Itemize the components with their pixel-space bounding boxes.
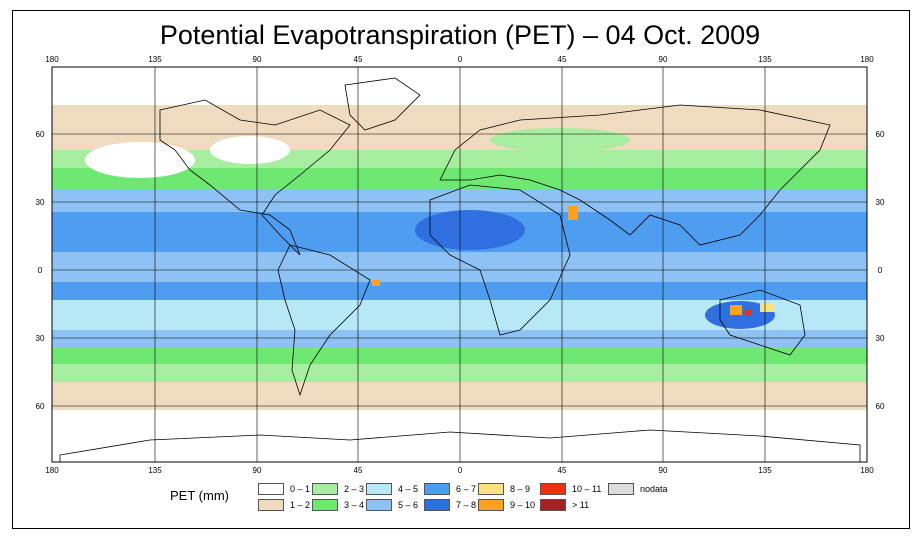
legend-label-3-4: 3 – 4	[344, 500, 364, 510]
left-lat-label: 30	[36, 198, 45, 207]
right-lat-label: 30	[876, 334, 885, 343]
legend-label-5-6: 5 – 6	[398, 500, 418, 510]
top-lon-label: 45	[558, 55, 567, 64]
patch-australia-8-9	[760, 303, 774, 312]
bottom-lon-label: 90	[253, 466, 262, 475]
legend-swatch-8-9	[478, 483, 504, 495]
bottom-lon-label: 45	[558, 466, 567, 475]
top-lon-label: 135	[148, 55, 162, 64]
legend-label-8-9: 8 – 9	[510, 484, 530, 494]
legend-label-2-3: 2 – 3	[344, 484, 364, 494]
right-lat-label: 60	[876, 402, 885, 411]
bottom-lon-label: 180	[860, 466, 874, 475]
bottom-lon-label: 135	[148, 466, 162, 475]
legend-title: PET (mm)	[170, 488, 229, 503]
legend-swatch-0-1	[258, 483, 284, 495]
legend-label-7-8: 7 – 8	[456, 500, 476, 510]
top-lon-label: 0	[458, 55, 463, 64]
legend-swatch-9-10	[478, 499, 504, 511]
right-lat-labels: 60 30 0 30 60	[876, 130, 885, 411]
patch-sahel-7-8	[415, 210, 525, 250]
band-south-3-4	[52, 348, 867, 364]
patch-arabia-9-10	[568, 206, 578, 220]
bottom-lon-label: 135	[758, 466, 772, 475]
legend-label-1-2: 1 – 2	[290, 500, 310, 510]
legend-swatch-5-6	[366, 499, 392, 511]
legend-swatch-10-11	[540, 483, 566, 495]
top-lon-label: 180	[860, 55, 874, 64]
band-north-5-6	[52, 190, 867, 212]
patch-siberia-1-2	[680, 121, 800, 149]
top-lon-label: 135	[758, 55, 772, 64]
right-lat-label: 60	[876, 130, 885, 139]
pet-world-map: 180 135 90 45 0 45 90 135 180 180 135 90…	[0, 0, 920, 539]
bottom-lon-label: 180	[45, 466, 59, 475]
patch-alaska-0-1	[85, 142, 195, 178]
legend-swatch-1-2	[258, 499, 284, 511]
legend-swatch-3-4	[312, 499, 338, 511]
legend-label-10-11: 10 – 11	[572, 484, 601, 494]
top-lon-label: 45	[354, 55, 363, 64]
legend-swatch-6-7	[424, 483, 450, 495]
legend-label-4-5: 4 – 5	[398, 484, 418, 494]
legend-label-9-10: 9 – 10	[510, 500, 535, 510]
top-lon-label: 90	[659, 55, 668, 64]
left-lat-label: 60	[36, 130, 45, 139]
legend-label-gt-11: > 11	[572, 500, 589, 510]
band-south-2-3	[52, 364, 867, 382]
patch-australia-10-11	[745, 310, 751, 315]
left-lat-label: 60	[36, 402, 45, 411]
band-equator-5-6	[52, 252, 867, 282]
patch-canada-0-1	[210, 136, 290, 164]
legend-label-6-7: 6 – 7	[456, 484, 476, 494]
left-lat-label: 30	[36, 334, 45, 343]
right-lat-label: 30	[876, 198, 885, 207]
legend-swatch-gt-11	[540, 499, 566, 511]
legend-swatch-2-3	[312, 483, 338, 495]
top-lon-labels: 180 135 90 45 0 45 90 135 180	[45, 55, 874, 64]
right-lat-label: 0	[878, 266, 883, 275]
left-lat-labels: 60 30 0 30 60	[36, 130, 45, 411]
legend-label-nodata: nodata	[640, 484, 668, 494]
legend-swatch-7-8	[424, 499, 450, 511]
bottom-lon-label: 45	[354, 466, 363, 475]
top-lon-label: 180	[45, 55, 59, 64]
bottom-lon-labels: 180 135 90 45 0 45 90 135 180	[45, 466, 874, 475]
bottom-lon-label: 90	[659, 466, 668, 475]
top-lon-label: 90	[253, 55, 262, 64]
band-south-5-6	[52, 330, 867, 348]
legend-swatch-4-5	[366, 483, 392, 495]
bottom-lon-label: 0	[458, 466, 463, 475]
patch-brazil-9-10	[372, 280, 380, 286]
left-lat-label: 0	[38, 266, 43, 275]
legend-label-0-1: 0 – 1	[290, 484, 310, 494]
patch-eurasia-2-3	[490, 128, 630, 152]
legend-swatch-nodata	[608, 483, 634, 495]
patch-australia-9-10	[730, 305, 742, 315]
